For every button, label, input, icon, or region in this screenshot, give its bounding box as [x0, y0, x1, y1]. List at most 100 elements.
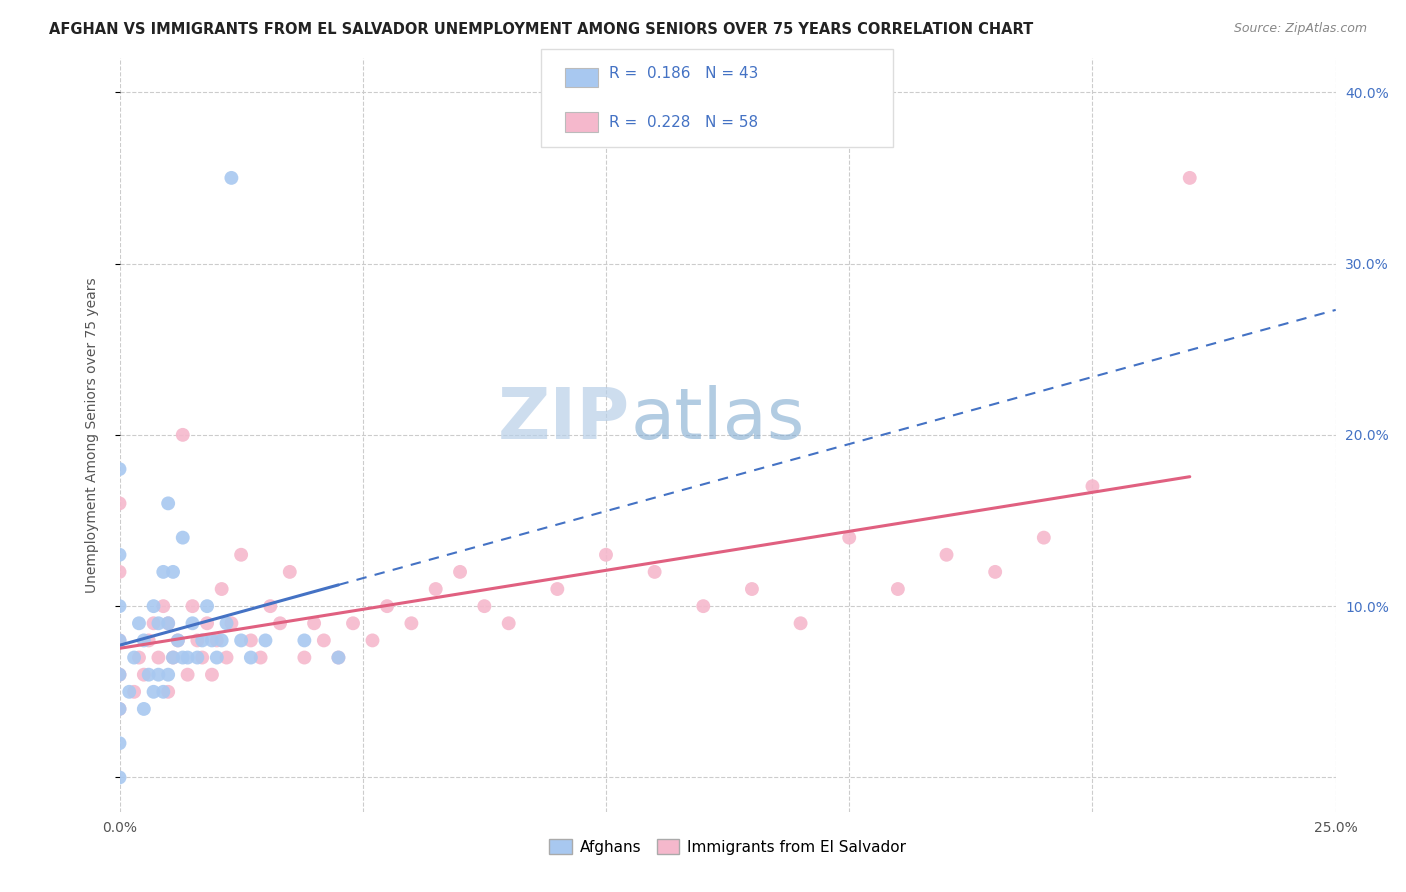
Point	[172, 531, 194, 545]
Point	[132, 702, 155, 716]
Point	[152, 685, 174, 699]
Point	[191, 650, 214, 665]
Point	[546, 582, 568, 596]
Point	[108, 667, 131, 681]
Legend: Afghans, Immigrants from El Salvador: Afghans, Immigrants from El Salvador	[543, 832, 912, 861]
Point	[249, 650, 271, 665]
Point	[132, 667, 155, 681]
Point	[128, 650, 150, 665]
Point	[108, 702, 131, 716]
Text: AFGHAN VS IMMIGRANTS FROM EL SALVADOR UNEMPLOYMENT AMONG SENIORS OVER 75 YEARS C: AFGHAN VS IMMIGRANTS FROM EL SALVADOR UN…	[49, 22, 1033, 37]
Point	[181, 616, 204, 631]
Point	[231, 633, 253, 648]
Point	[1178, 170, 1201, 185]
Point	[292, 650, 315, 665]
Point	[205, 633, 228, 648]
Point	[312, 633, 335, 648]
Point	[401, 616, 423, 631]
Point	[148, 667, 170, 681]
Point	[108, 565, 131, 579]
Point	[108, 599, 131, 614]
Point	[215, 650, 238, 665]
Text: ZIP: ZIP	[498, 385, 630, 454]
Point	[361, 633, 384, 648]
Point	[195, 616, 218, 631]
Point	[789, 616, 811, 631]
Point	[239, 633, 262, 648]
Point	[176, 667, 198, 681]
Point	[644, 565, 666, 579]
Point	[167, 633, 190, 648]
Point	[122, 685, 145, 699]
Text: atlas: atlas	[630, 385, 804, 454]
Text: R =  0.186   N = 43: R = 0.186 N = 43	[609, 66, 758, 80]
Point	[128, 616, 150, 631]
Point	[108, 548, 131, 562]
Point	[142, 599, 165, 614]
Point	[108, 667, 131, 681]
Point	[328, 650, 350, 665]
Point	[167, 633, 190, 648]
Point	[342, 616, 364, 631]
Point	[191, 633, 214, 648]
Text: Source: ZipAtlas.com: Source: ZipAtlas.com	[1233, 22, 1367, 36]
Point	[162, 650, 184, 665]
Point	[157, 685, 180, 699]
Point	[231, 548, 253, 562]
Point	[838, 531, 860, 545]
Point	[211, 582, 233, 596]
Point	[108, 702, 131, 716]
Point	[1081, 479, 1104, 493]
Point	[984, 565, 1007, 579]
Point	[292, 633, 315, 648]
Point	[302, 616, 325, 631]
Point	[425, 582, 447, 596]
Point	[148, 650, 170, 665]
Point	[142, 685, 165, 699]
Point	[498, 616, 520, 631]
Point	[221, 170, 243, 185]
Point	[172, 427, 194, 442]
Point	[108, 633, 131, 648]
Point	[221, 616, 243, 631]
Point	[148, 616, 170, 631]
Point	[132, 633, 155, 648]
Point	[239, 650, 262, 665]
Point	[328, 650, 350, 665]
Point	[201, 633, 224, 648]
Point	[122, 650, 145, 665]
Point	[157, 496, 180, 510]
Point	[162, 650, 184, 665]
Point	[269, 616, 291, 631]
Point	[741, 582, 763, 596]
Point	[215, 616, 238, 631]
Point	[186, 633, 208, 648]
Point	[205, 650, 228, 665]
Point	[935, 548, 957, 562]
Point	[162, 565, 184, 579]
Point	[887, 582, 910, 596]
Point	[108, 496, 131, 510]
Point	[142, 616, 165, 631]
Point	[152, 565, 174, 579]
Point	[595, 548, 617, 562]
Point	[211, 633, 233, 648]
Point	[108, 462, 131, 476]
Y-axis label: Unemployment Among Seniors over 75 years: Unemployment Among Seniors over 75 years	[84, 277, 98, 592]
Point	[195, 599, 218, 614]
Point	[375, 599, 398, 614]
Point	[186, 650, 208, 665]
Point	[108, 736, 131, 750]
Point	[254, 633, 277, 648]
Point	[259, 599, 281, 614]
Point	[176, 650, 198, 665]
Point	[157, 616, 180, 631]
Point	[201, 667, 224, 681]
Point	[157, 616, 180, 631]
Point	[472, 599, 496, 614]
Point	[108, 771, 131, 785]
Point	[278, 565, 301, 579]
Point	[138, 633, 160, 648]
Point	[118, 685, 141, 699]
Text: R =  0.228   N = 58: R = 0.228 N = 58	[609, 115, 758, 129]
